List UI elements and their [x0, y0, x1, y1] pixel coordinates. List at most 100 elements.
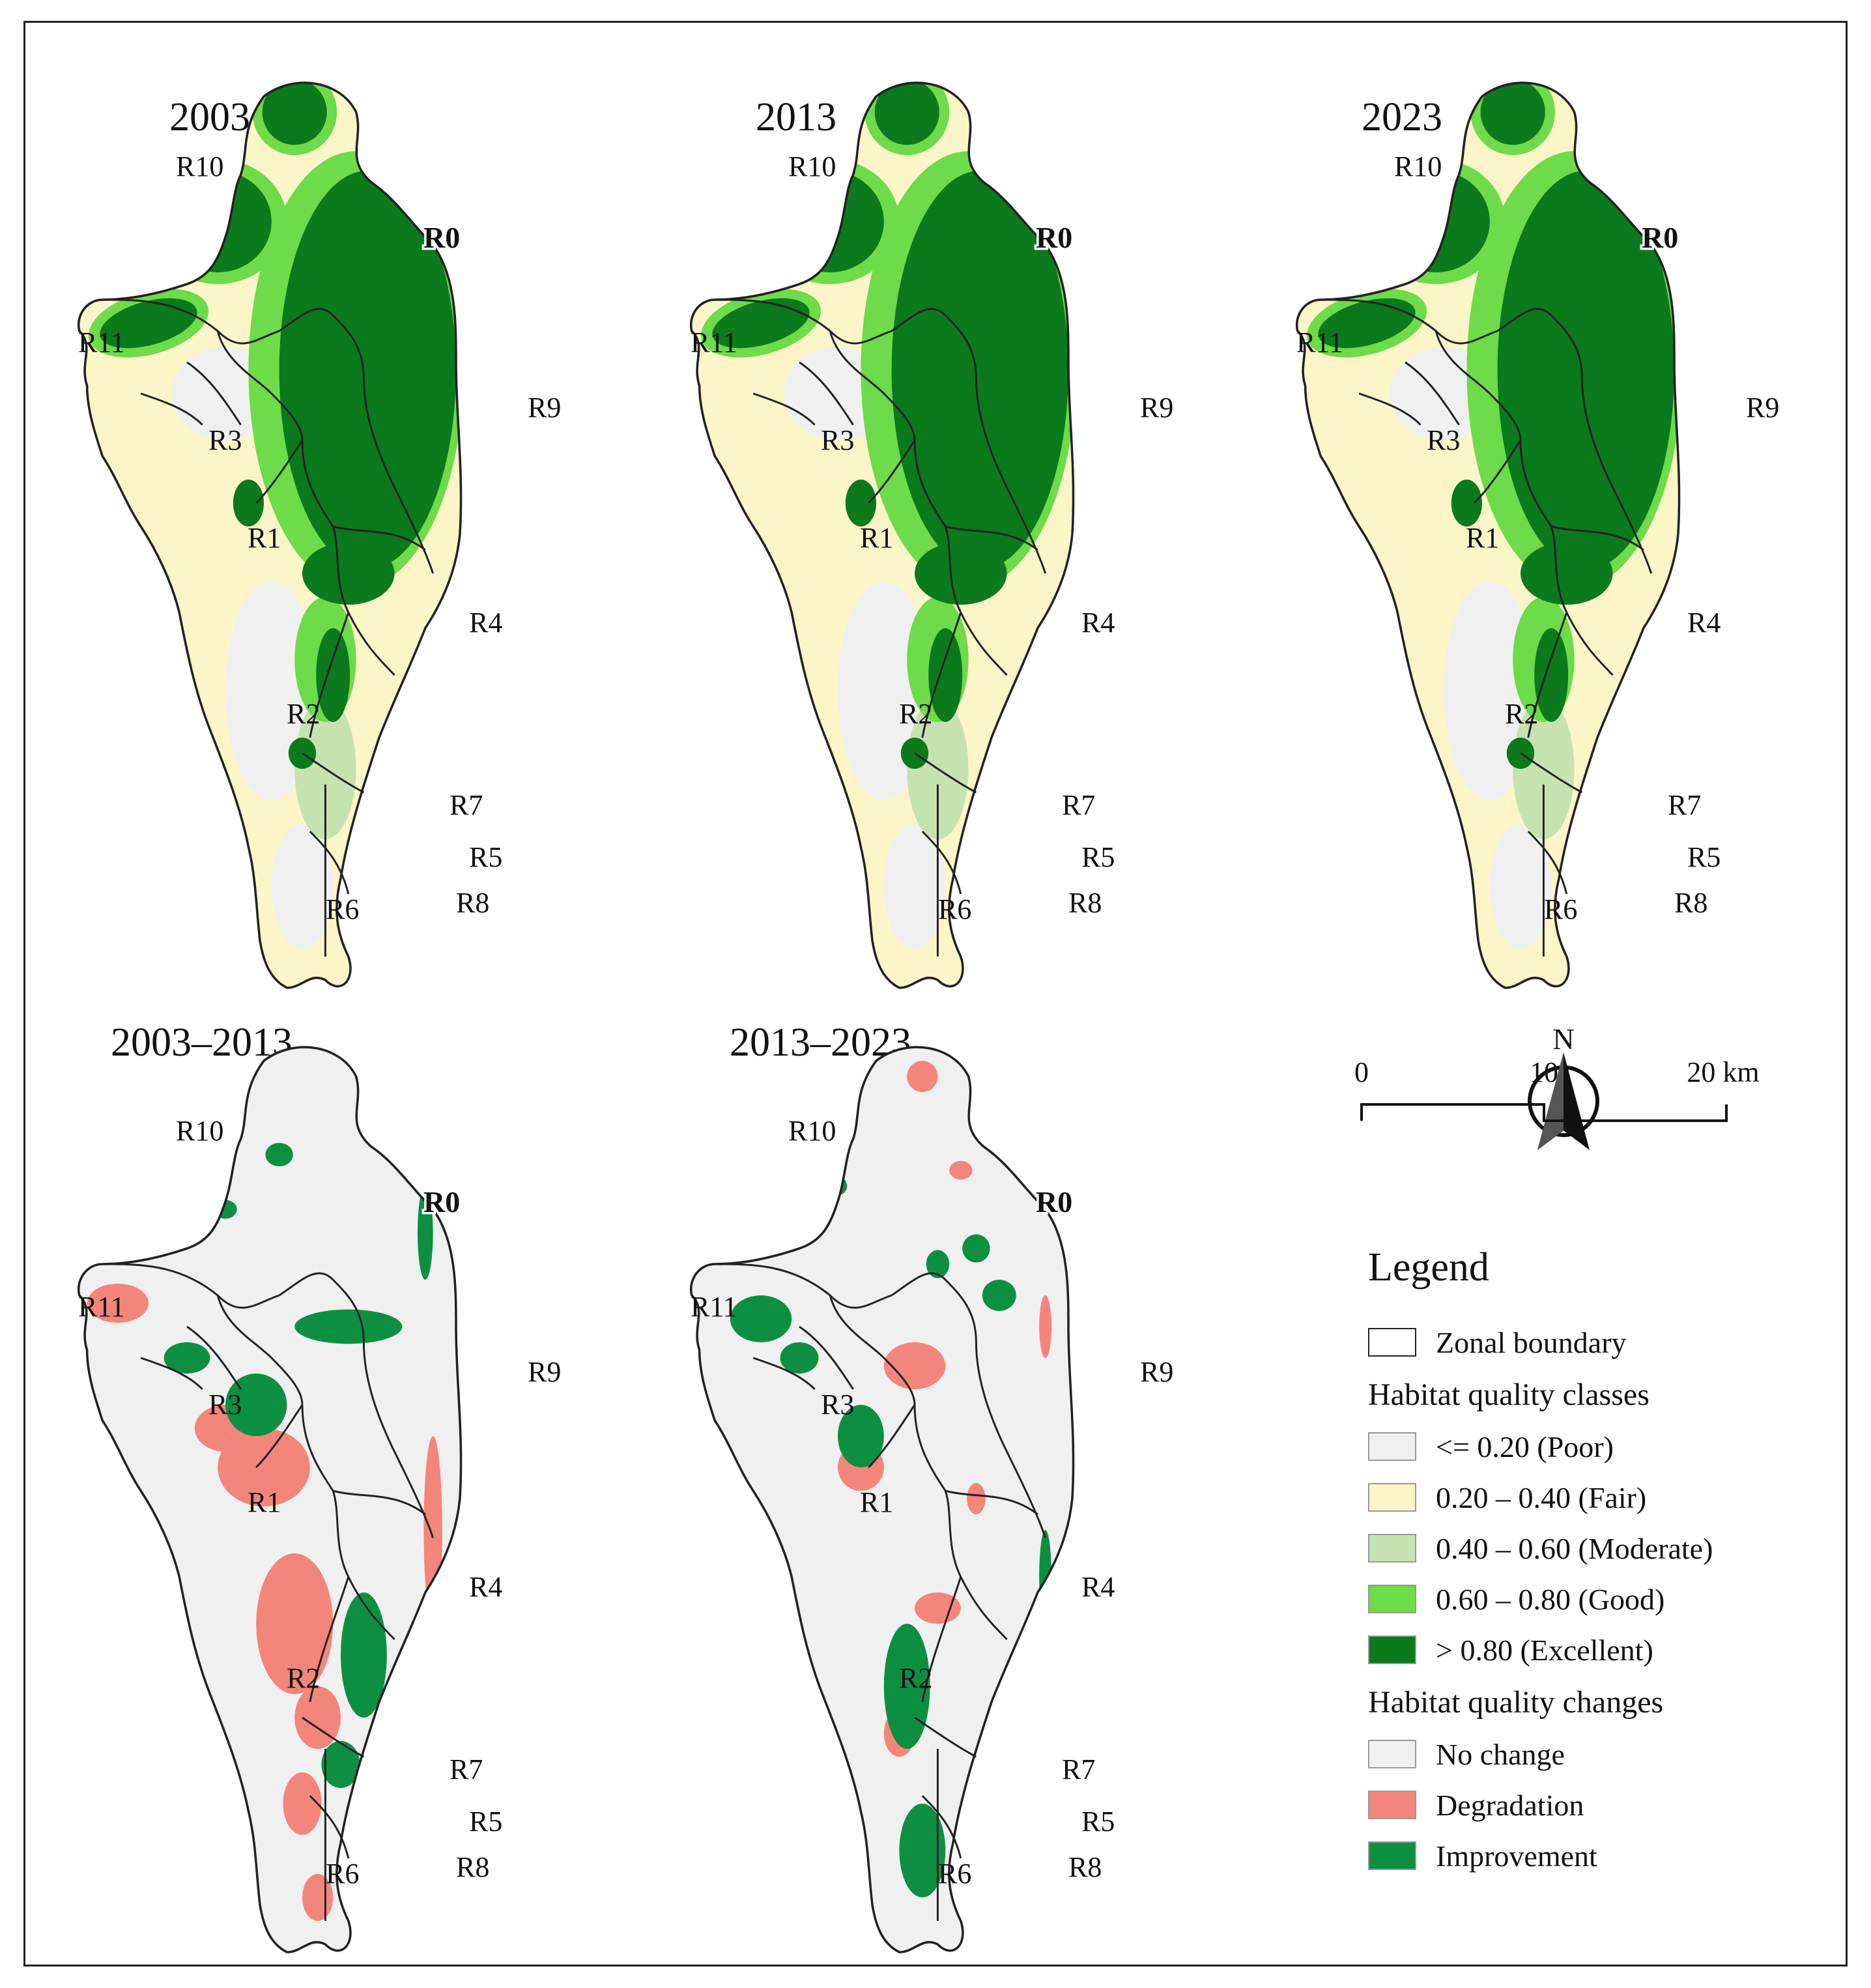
degradation-patch: [283, 1772, 322, 1835]
region-label-r3: R3: [208, 1389, 242, 1420]
excellent-patch: [891, 171, 1068, 570]
legend-quality-row: 0.20 – 0.40 (Fair): [1368, 1472, 1824, 1523]
excellent-patch: [900, 738, 929, 769]
north-arrow: N: [1528, 1022, 1599, 1150]
region-label-r7: R7: [1062, 789, 1095, 821]
scale-tick-20: 20 km: [1687, 1056, 1759, 1088]
improvement-patch: [321, 1741, 360, 1788]
region-label-r9: R9: [1140, 1356, 1173, 1388]
degradation-patch: [915, 1592, 961, 1624]
legend-change-label: No change: [1436, 1737, 1565, 1771]
improvement-patch: [926, 1250, 950, 1278]
region-label-r10: R10: [1394, 151, 1442, 182]
region-label-r9: R9: [528, 1356, 561, 1388]
region-label-r5: R5: [469, 841, 502, 873]
degradation-patch: [423, 1436, 442, 1624]
region-label-r1: R1: [248, 1486, 281, 1518]
legend-quality-label: 0.40 – 0.60 (Moderate): [1436, 1531, 1713, 1565]
improvement-patch: [294, 1309, 403, 1344]
legend-boundary: Zonal boundary: [1368, 1317, 1824, 1368]
island-map: [689, 1046, 1075, 1953]
region-label-r0: R0: [1036, 1185, 1072, 1218]
excellent-patch: [288, 738, 317, 769]
region-label-r3: R3: [208, 424, 242, 456]
legend-quality-label: > 0.80 (Excellent): [1436, 1633, 1653, 1667]
improvement-patch: [341, 1592, 387, 1718]
legend-quality-swatch: [1368, 1432, 1416, 1461]
scale-tick-0: 0: [1354, 1056, 1369, 1088]
improvement-patch: [883, 1624, 930, 1749]
scale-bar-line: [1360, 1103, 1728, 1122]
degradation-patch: [907, 1061, 938, 1092]
region-label-r0: R0: [1642, 221, 1678, 254]
map-panel-2023: 2023 R0 R1 R2 R3 R4 R5 R6 R7 R8 R9 R10 R11: [1295, 81, 1779, 989]
legend-change-swatch: [1368, 1791, 1416, 1819]
legend-quality-swatch: [1368, 1585, 1416, 1613]
legend-quality-row: <= 0.20 (Poor): [1368, 1421, 1824, 1472]
legend-quality-swatch: [1368, 1483, 1416, 1512]
legend-quality-swatch: [1368, 1635, 1416, 1664]
legend-boundary-label: Zonal boundary: [1436, 1325, 1627, 1359]
legend-quality-label: <= 0.20 (Poor): [1436, 1430, 1614, 1463]
legend-change-heading: Habitat quality changes: [1368, 1684, 1664, 1720]
region-label-r11: R11: [78, 326, 125, 358]
improvement-patch: [962, 1234, 990, 1263]
region-label-r6: R6: [326, 1858, 359, 1890]
excellent-patch: [1534, 628, 1569, 722]
excellent-patch: [712, 298, 810, 349]
legend-title: Legend: [1368, 1245, 1489, 1289]
region-label-r11: R11: [1296, 326, 1343, 358]
panel-title: 2003: [169, 95, 250, 139]
excellent-patch: [100, 298, 197, 349]
degradation-patch: [949, 1160, 973, 1180]
region-label-r8: R8: [1068, 1851, 1102, 1883]
region-label-r0: R0: [423, 221, 460, 254]
region-label-r7: R7: [1062, 1753, 1095, 1785]
region-label-r2: R2: [287, 1662, 320, 1694]
region-label-r11: R11: [78, 1291, 125, 1323]
legend-change-label: Degradation: [1436, 1788, 1584, 1822]
region-label-r0: R0: [1036, 221, 1072, 254]
region-label-r7: R7: [450, 789, 483, 821]
legend-change-list: No change Degradation Improvement: [1329, 1729, 1824, 1881]
degradation-patch: [256, 1553, 334, 1694]
map-panel-2003: 2003 R0 R1 R2 R3 R4 R5 R6 R7 R8 R9 R10 R11: [77, 81, 561, 989]
region-label-r11: R11: [691, 1291, 737, 1323]
region-label-r1: R1: [1466, 522, 1499, 554]
habitat-layer: [701, 83, 1074, 949]
legend-swatch-boundary: [1368, 1328, 1416, 1357]
region-label-r10: R10: [788, 151, 836, 182]
region-label-r6: R6: [326, 893, 359, 925]
improvement-patch: [899, 1804, 946, 1897]
region-label-r2: R2: [287, 698, 320, 730]
excellent-patch: [845, 480, 876, 526]
degradation-patch: [883, 1342, 946, 1389]
region-label-r3: R3: [821, 424, 854, 456]
region-label-r7: R7: [1668, 789, 1701, 821]
legend-quality-label: 0.60 – 0.80 (Good): [1436, 1582, 1665, 1616]
improvement-patch: [982, 1280, 1016, 1311]
region-label-r8: R8: [456, 887, 489, 919]
legend-change-row: No change: [1368, 1729, 1824, 1779]
improvement-patch: [780, 1342, 819, 1374]
region-label-r3: R3: [1427, 424, 1460, 456]
region-label-r1: R1: [860, 1486, 893, 1518]
island-map: [689, 81, 1075, 989]
region-label-r9: R9: [1140, 392, 1173, 424]
improvement-patch: [164, 1342, 210, 1374]
poor-patch: [1489, 824, 1552, 949]
improvement-patch: [730, 1295, 792, 1342]
region-label-r5: R5: [1687, 841, 1721, 873]
legend-change-row: Improvement: [1368, 1830, 1824, 1881]
legend-change-row: Degradation: [1368, 1779, 1824, 1830]
region-label-r2: R2: [899, 698, 932, 730]
map-panel-2013: 2013 R0 R1 R2 R3 R4 R5 R6 R7 R8 R9 R10 R11: [689, 81, 1173, 989]
legend-quality-swatch: [1368, 1534, 1416, 1563]
panel-title: 2003–2013: [111, 1020, 293, 1065]
excellent-patch: [874, 83, 939, 145]
region-label-r11: R11: [691, 326, 737, 358]
region-label-r9: R9: [1746, 392, 1779, 424]
habitat-layer: [87, 1143, 442, 1921]
excellent-patch: [233, 480, 264, 526]
excellent-patch: [1497, 171, 1674, 570]
